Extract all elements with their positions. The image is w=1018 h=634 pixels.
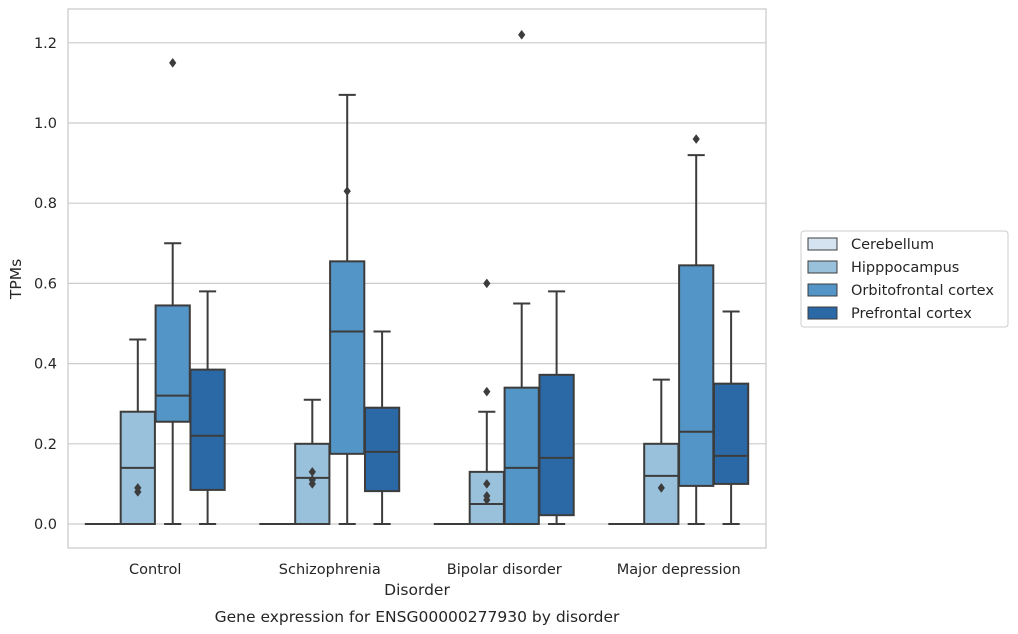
legend-label: Prefrontal cortex	[851, 306, 972, 322]
outlier-point	[518, 29, 526, 40]
box-body	[154, 304, 191, 423]
x-tick-label: Schizophrenia	[279, 562, 381, 578]
box-body	[503, 386, 540, 525]
box	[538, 290, 575, 525]
y-axis-label: TPMs	[7, 259, 25, 300]
plot-frame	[67, 8, 767, 549]
box	[643, 378, 680, 525]
y-tick-label: 1.2	[34, 36, 57, 52]
box	[468, 278, 505, 525]
outlier-point	[483, 491, 491, 501]
legend-swatch	[807, 260, 838, 274]
legend-swatch	[807, 237, 838, 251]
y-tick-label: 0.8	[34, 196, 57, 212]
x-tick-label: Bipolar disorder	[447, 562, 562, 578]
box-body	[538, 373, 575, 517]
x-tick-label: Major depression	[617, 562, 741, 578]
legend-label: Hipppocampus	[851, 260, 959, 276]
x-axis-label: Disorder	[384, 581, 450, 599]
legend-label: Cerebellum	[851, 237, 934, 253]
outlier-point	[134, 482, 142, 493]
box	[329, 93, 366, 525]
outlier-point	[343, 186, 351, 197]
box	[294, 398, 331, 525]
box-body	[678, 264, 715, 487]
outlier-point	[692, 134, 700, 144]
legend-frame	[800, 230, 1009, 328]
outlier-point	[657, 482, 665, 493]
box-body	[189, 368, 226, 491]
y-tick-label: 1.0	[34, 116, 57, 132]
y-axis-ticks: 0.0 0.2 0.4 0.6 0.8 1.0 1.2	[34, 36, 57, 533]
box-body	[363, 406, 401, 493]
legend-swatch	[807, 283, 838, 297]
box	[678, 134, 715, 525]
y-tick-label: 0.6	[34, 276, 57, 292]
chart-title: Gene expression for ENSG00000277930 by d…	[215, 608, 620, 626]
box-body	[712, 382, 750, 485]
box	[712, 310, 750, 525]
box	[503, 29, 540, 525]
outlier-point	[308, 474, 316, 485]
outlier-point	[308, 466, 316, 477]
box	[189, 290, 226, 525]
legend-swatch	[807, 306, 838, 320]
x-tick-label: Control	[129, 562, 181, 578]
box-groups	[84, 29, 750, 526]
y-tick-label: 0.2	[34, 437, 57, 453]
y-tick-label: 0.4	[34, 357, 57, 373]
outlier-point	[483, 478, 491, 489]
x-axis-ticks: Control Schizophrenia Bipolar disorder Majo…	[129, 562, 741, 578]
y-tick-label: 0.0	[34, 517, 57, 533]
box	[154, 57, 191, 525]
outlier-point	[483, 278, 491, 289]
box-body	[329, 260, 366, 455]
outlier-point	[483, 386, 491, 397]
box	[363, 330, 401, 525]
legend-label: Orbitofrontal cortex	[851, 283, 994, 299]
legend: Cerebellum Hipppocampus Orbitofrontal cort…	[800, 230, 1009, 328]
box	[119, 338, 156, 525]
outlier-point	[169, 57, 177, 68]
